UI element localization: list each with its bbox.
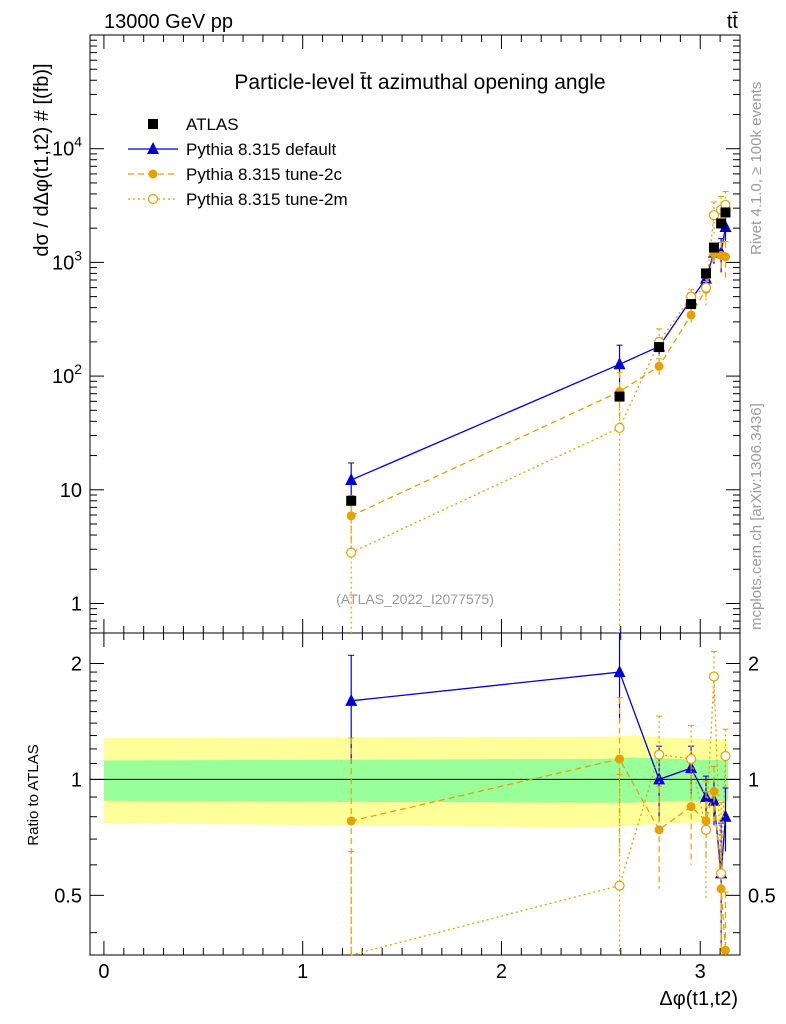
square-marker [654,342,665,353]
rivet-label: Rivet 4.1.0, ≥ 100k events [748,82,765,255]
square-marker [686,299,697,310]
square-marker [716,218,727,229]
y-tick-label-ratio: 1 [71,769,82,791]
main-series [346,241,730,551]
y-tick-label-ratio-right: 1 [748,769,759,791]
x-tick-label: 3 [695,961,706,983]
triangle-marker [613,665,626,678]
y-tick-label-ratio: 0.5 [54,885,82,907]
circle-marker [686,802,696,812]
triangle-marker [613,357,626,370]
x-tick-label: 0 [98,961,109,983]
open-circle-marker [686,753,697,765]
main-y-axis-label: dσ / dΔφ(t1,t2) # [(fb)] [31,63,53,256]
legend-entry: Pythia 8.315 tune-2m [186,190,348,209]
x-tick-label: 2 [496,961,507,983]
circle-marker [148,169,158,179]
band-inner [103,757,729,803]
open-circle-marker [700,824,712,835]
open-circle-marker [700,282,712,293]
triangle-marker [653,772,666,785]
main-series-line [350,226,727,481]
circle-marker [720,252,730,262]
open-circle-marker [708,210,720,221]
legend-entry: Pythia 8.315 tune-2c [186,165,342,184]
open-circle-marker [614,880,625,891]
header-right-label: tt̄ [727,11,739,33]
legend-entry: Pythia 8.315 default [186,140,337,159]
y-tick-label-ratio: 2 [71,653,82,675]
header-left-label: 13000 GeV pp [104,11,233,33]
y-tick-label-main: 1 [71,593,82,615]
square-marker [346,495,357,506]
main-series [346,191,731,633]
open-circle-marker [346,547,357,558]
triangle-marker [345,472,358,485]
ratio-series-line [351,676,727,956]
axis-ticks [90,34,741,955]
square-marker [614,391,625,402]
watermark-label: (ATLAS_2022_I2077575) [336,591,494,607]
y-tick-label-ratio-right: 2 [748,653,759,675]
data-series [345,191,732,956]
ratio-panel-frame [89,632,741,956]
y-tick-label-ratio-right: 0.5 [748,885,776,907]
main-series [345,215,732,507]
y-tick-label-main: 102 [52,361,82,388]
circle-marker [709,787,719,797]
circle-marker [346,511,356,521]
open-circle-marker [716,868,727,879]
circle-marker [701,816,711,826]
open-circle-marker [653,749,665,760]
main-title: Particle-level t̄t azimuthal opening ang… [234,71,605,94]
main-series-line [350,252,726,517]
mcplots-label: mcplots.cern.ch [arXiv:1306.3436] [748,403,765,630]
x-tick-label: 1 [297,961,308,983]
triangle-marker [719,809,732,822]
ratio-series [348,650,731,956]
triangle-marker [147,142,159,154]
circle-marker [654,825,664,835]
circle-marker [720,945,730,955]
square-marker [720,207,731,218]
square-marker [148,119,158,129]
main-series-line [350,204,726,554]
circle-marker [686,310,696,320]
triangle-marker [345,693,358,706]
circle-marker [615,754,625,764]
legend: ATLAS Pythia 8.315 default Pythia 8.315 tu… [128,115,348,209]
main-series [346,207,731,506]
ratio-series-line [351,671,727,874]
axis-tick-labels: 1 10 102 103 104 0.5 0.5 1 1 2 2 0 1 2 3 [52,134,776,983]
y-tick-label-main: 10 [60,480,82,502]
open-circle-marker [720,750,731,762]
y-tick-label-main: 104 [52,134,82,161]
square-marker [708,242,719,253]
legend-entry: ATLAS [186,115,239,134]
y-tick-label-main: 103 [52,247,82,274]
ratio-uncertainty-band [90,735,740,828]
square-marker [701,268,712,279]
circle-marker [346,816,356,826]
x-axis-label: Δφ(t1,t2) [659,988,738,1010]
ratio-y-axis-label: Ratio to ATLAS [25,744,42,845]
open-circle-marker [708,671,720,682]
open-circle-marker [147,193,159,205]
open-circle-marker [614,422,625,434]
circle-marker [654,361,664,371]
